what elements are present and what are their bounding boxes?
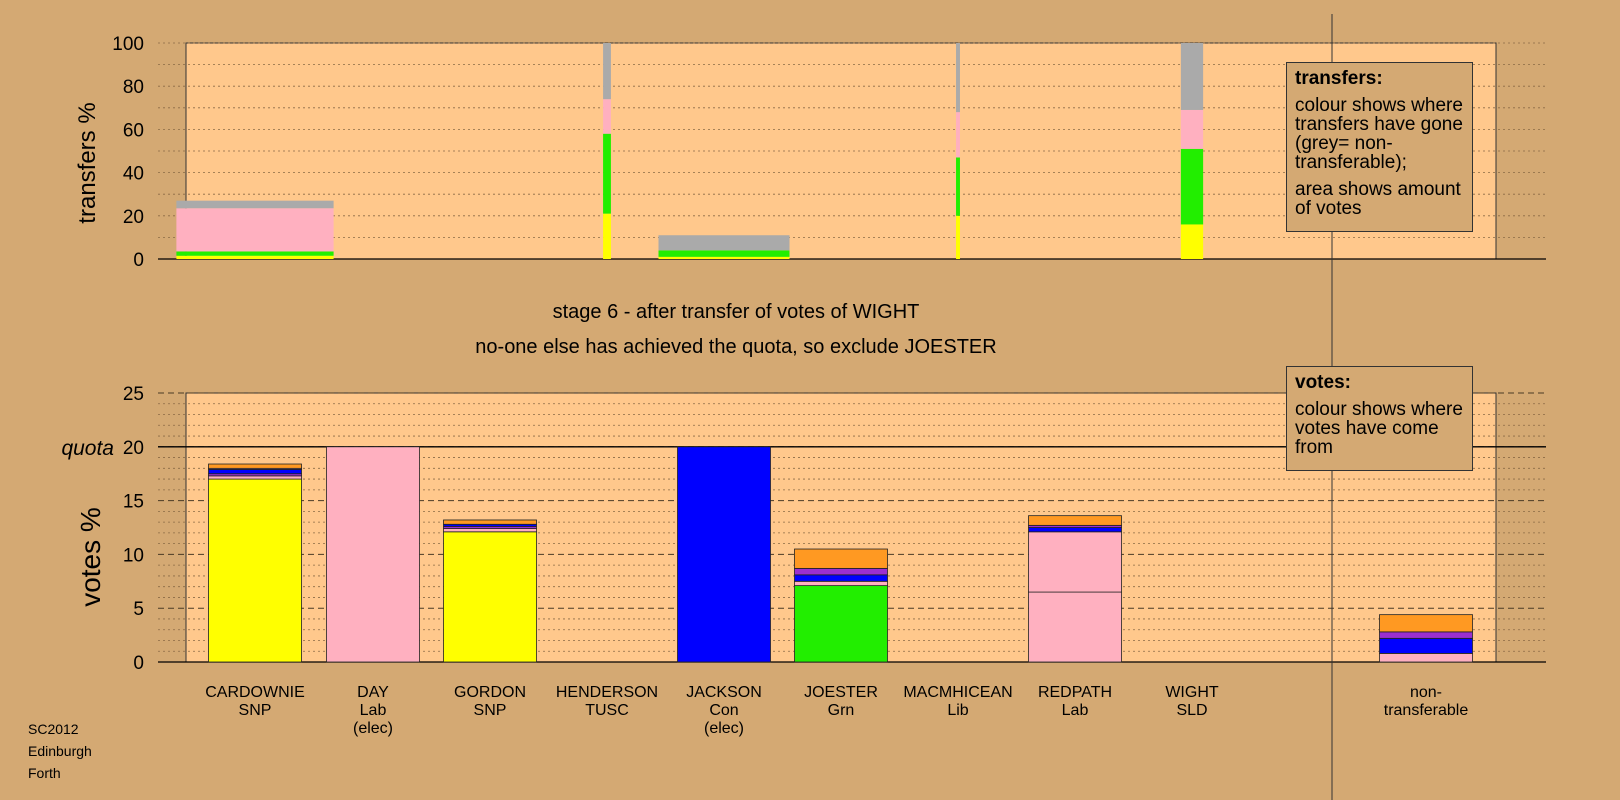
transfer-bar-segment (603, 213, 611, 259)
city-name: Edinburgh (28, 743, 92, 759)
vote-bar-segment (794, 580, 888, 587)
quota-label: quota (61, 437, 114, 460)
category-label: SNP (474, 702, 507, 719)
legend-votes-text: colour shows where votes have come from (1295, 399, 1463, 458)
category-label: MACMHICEAN (903, 684, 1012, 701)
vote-bar-segment (1028, 591, 1122, 663)
vote-bar-segment (208, 463, 302, 469)
vote-bar-segment (443, 528, 537, 533)
transfer-bar-segment (956, 112, 960, 158)
vote-bar-segment (794, 585, 888, 663)
vote-bar-segment (1379, 652, 1473, 663)
category-label: Lab (1062, 702, 1089, 719)
category-label: TUSC (585, 702, 629, 719)
category-label: HENDERSON (556, 684, 658, 701)
transfer-bar-segment (658, 235, 790, 251)
transfer-bar-segment (658, 256, 790, 259)
action-caption: no-one else has achieved the quota, so e… (475, 336, 996, 358)
legend-transfers-title: transfers: (1295, 68, 1383, 89)
transfer-bar-segment (956, 215, 960, 259)
transfer-bar-segment (1180, 148, 1204, 225)
category-label: Con (709, 702, 738, 719)
legend-votes-title: votes: (1295, 372, 1351, 393)
transfers-tick-label: 100 (112, 34, 144, 55)
category-label: Lab (360, 702, 387, 719)
category-label: SNP (239, 702, 272, 719)
category-label: (elec) (353, 720, 393, 737)
category-label: non- (1410, 684, 1442, 701)
category-label: JOESTER (804, 684, 878, 701)
transfer-bar-segment (1180, 109, 1204, 149)
transfers-tick-label: 20 (123, 207, 144, 228)
category-label: REDPATH (1038, 684, 1112, 701)
vote-bar-segment (794, 574, 888, 582)
votes-axis-title: votes % (75, 507, 106, 607)
category-label: Grn (828, 702, 855, 719)
category-label: DAY (357, 684, 389, 701)
votes-tick-label: 10 (123, 545, 144, 566)
vote-bar-segment (1028, 531, 1122, 593)
legend-transfers: transfers: colour shows where transfers … (1286, 62, 1473, 232)
category-label: JACKSON (686, 684, 762, 701)
legend-transfers-text: colour shows where transfers have gone (… (1295, 95, 1463, 173)
vote-bar-segment (1028, 527, 1122, 533)
transfer-bar-segment (176, 200, 334, 209)
transfers-tick-label: 60 (123, 120, 144, 141)
transfers-tick-label: 0 (133, 250, 144, 271)
votes-tick-label: 20 (123, 438, 144, 459)
vote-bar-segment (443, 519, 537, 525)
stage-caption: stage 6 - after transfer of votes of WIG… (553, 301, 920, 323)
transfer-bar-segment (1180, 224, 1204, 259)
category-label: transferable (1384, 702, 1469, 719)
transfers-axis-title: transfers % (74, 102, 101, 223)
transfer-bar-segment (1180, 43, 1204, 110)
vote-bar-segment (794, 548, 888, 569)
transfer-bar-segment (603, 99, 611, 134)
vote-bar-segment (1028, 515, 1122, 526)
ward-name: Forth (28, 765, 61, 781)
category-label: Lib (947, 702, 968, 719)
transfers-tick-label: 40 (123, 164, 144, 185)
legend-transfers-area: area shows amount of votes (1295, 179, 1461, 219)
vote-bar-segment (1379, 614, 1473, 633)
vote-bar-segment (1379, 637, 1473, 654)
votes-tick-label: 25 (123, 384, 144, 405)
vote-bar-segment (208, 475, 302, 480)
vote-bar-segment (208, 468, 302, 475)
transfer-bar-segment (603, 133, 611, 214)
transfers-tick-label: 80 (123, 77, 144, 98)
category-label: (elec) (704, 720, 744, 737)
transfer-bar-segment (176, 208, 334, 252)
transfer-bar-segment (658, 250, 790, 257)
vote-bar-segment (1379, 631, 1473, 639)
vote-bar-segment (443, 531, 537, 663)
transfer-bar-segment (176, 255, 334, 259)
election-code: SC2012 (28, 721, 79, 737)
transfer-bar-segment (603, 43, 611, 100)
vote-bar-segment (326, 446, 420, 663)
votes-tick-label: 5 (133, 599, 144, 620)
transfer-bar-segment (176, 251, 334, 256)
transfer-bar-segment (956, 157, 960, 216)
legend-votes: votes: colour shows where votes have com… (1286, 366, 1473, 471)
votes-tick-label: 15 (123, 492, 144, 513)
vote-bar-segment (677, 446, 771, 663)
vote-bar-segment (208, 478, 302, 663)
vote-bar-segment (794, 567, 888, 576)
category-label: GORDON (454, 684, 526, 701)
votes-tick-label: 0 (133, 653, 144, 674)
transfer-bar-segment (956, 43, 960, 113)
constituency-label: SC2012 Edinburgh Forth (28, 718, 92, 784)
category-label: SLD (1176, 702, 1207, 719)
category-label: CARDOWNIE (205, 684, 305, 701)
category-label: WIGHT (1165, 684, 1219, 701)
